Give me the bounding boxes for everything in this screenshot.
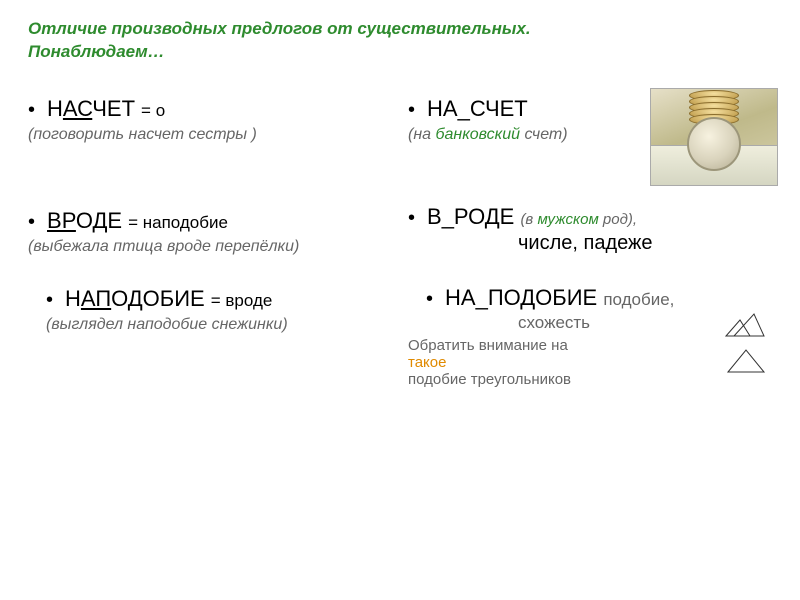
bullet-icon: • [426,288,433,311]
left-column: • НАСЧЕТ = о (поговорить насчет сестры )… [28,96,388,394]
word-post: ЧЕТ [92,96,135,121]
entry-napodobie: • НАПОДОБИЕ = вроде (выглядел наподобие … [46,286,388,334]
rest: подобие, [603,290,674,309]
entry-sub: (выбежала птица вроде перепёлки) [28,238,388,256]
paren-close: род), [599,211,637,228]
sub-open: (на [408,126,435,143]
entry-head: • НА_ПОДОБИЕ подобие, [426,285,772,311]
right-column: • НА_СЧЕТ (на банковский счет) • В_РОДЕ … [408,96,772,394]
entry-sub2: числе, падеже [518,232,772,255]
equals: = о [141,101,165,121]
head-word: НА_СЧЕТ [427,96,528,122]
entry-naschet: • НАСЧЕТ = о (поговорить насчет сестры ) [28,96,388,144]
entry-sub: (поговорить насчет сестры ) [28,126,388,144]
content-columns: • НАСЧЕТ = о (поговорить насчет сестры )… [28,96,772,394]
entry-na-podobie: • НА_ПОДОБИЕ подобие, схожесть Обратить … [408,285,772,388]
bullet-icon: • [408,99,415,122]
bullet-icon: • [28,211,35,234]
entry-head: • В_РОДЕ (в мужском род), [408,204,772,230]
word-pre: ВР [47,208,76,233]
triangle-icon [724,348,768,374]
head-word: НА_ПОДОБИЕ [445,285,603,310]
line3c: подобие треугольников [408,371,772,388]
triangle-figures [724,312,768,374]
equals: = наподобие [128,213,228,233]
line3a: Обратить внимание на [408,337,772,354]
equals: = вроде [211,291,273,311]
bullet-icon: • [28,99,35,122]
bullet-icon: • [408,207,415,230]
paren-green: мужском [537,211,598,228]
title-line-2: Понаблюдаем… [28,41,772,64]
entry-vrode: • ВРОДЕ = наподобие (выбежала птица врод… [28,208,388,256]
bullet-icon: • [46,289,53,312]
word-post: ОДЕ [76,208,122,233]
line3b: такое [408,354,772,371]
sub-close: счет) [520,126,568,143]
paren-open: (в [520,211,537,228]
slide-title: Отличие производных предлогов от существ… [28,18,772,64]
word-pre: Н [65,286,81,311]
word-mid: АС [63,96,92,121]
entry-head: • НАПОДОБИЕ = вроде [46,286,388,312]
word-post: ОДОБИЕ [111,286,205,311]
head-word: В_РОДЕ [427,204,520,229]
title-line-1: Отличие производных предлогов от существ… [28,18,772,41]
entry-v-rode: • В_РОДЕ (в мужском род), числе, падеже [408,204,772,255]
word-pre: Н [47,96,63,121]
money-image [650,88,778,186]
word-mid: АП [81,286,111,311]
triangle-icon [724,312,768,338]
entry-head: • НАСЧЕТ = о [28,96,388,122]
entry-sub: (выглядел наподобие снежинки) [46,316,388,334]
sub-green: банковский [435,126,520,143]
entry-head: • ВРОДЕ = наподобие [28,208,388,234]
